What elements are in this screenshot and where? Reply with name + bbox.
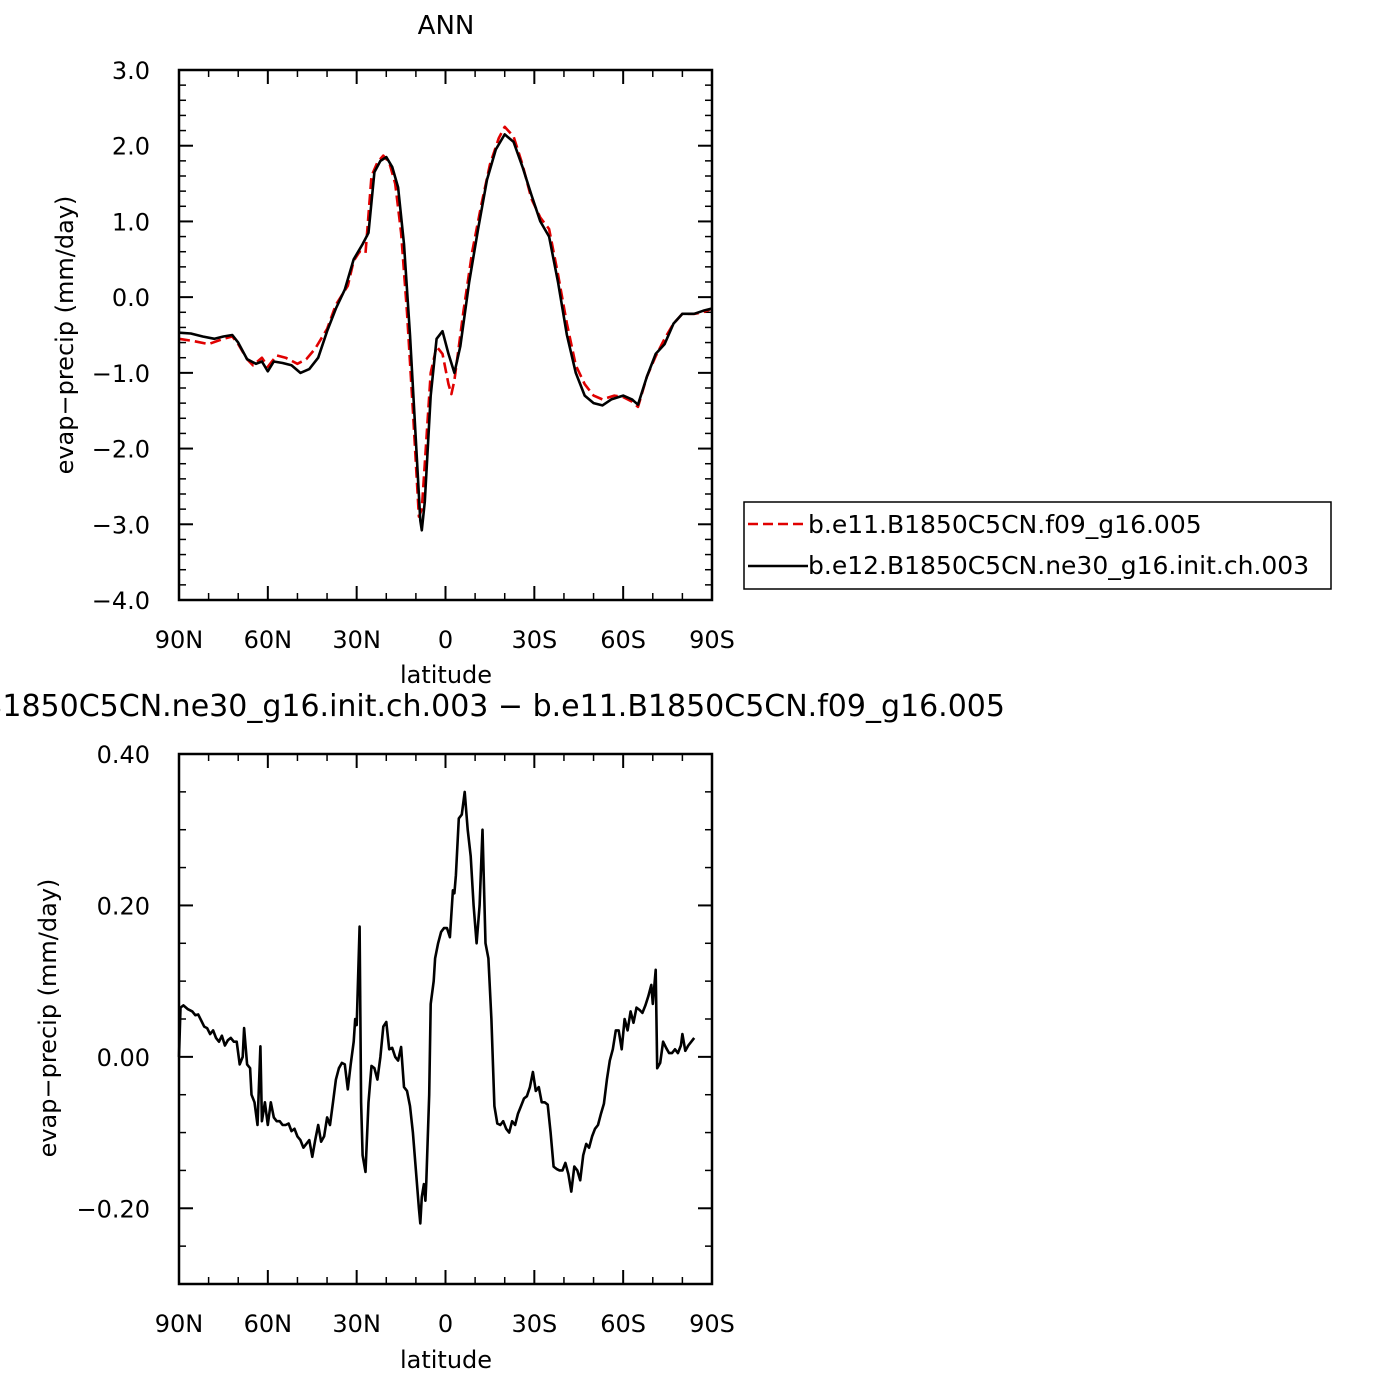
top-y-tick-label: 3.0 — [112, 57, 150, 85]
bottom-panel: b.e12.B1850C5CN.ne30_g16.init.ch.003 − b… — [0, 689, 1005, 1374]
bottom-x-axis-label: latitude — [400, 1346, 492, 1374]
bottom-y-tick-label: 0.00 — [97, 1044, 150, 1072]
bottom-plot-frame — [177, 752, 714, 1286]
bottom-y-tick-label: 0.20 — [97, 892, 150, 920]
bottom-y-tick-label: 0.40 — [97, 741, 150, 769]
top-x-tick-label: 0 — [438, 626, 453, 654]
top-x-tick-label: 30S — [511, 626, 557, 654]
top-y-tick-label: −2.0 — [92, 436, 150, 464]
top-y-tick-label: −3.0 — [92, 511, 150, 539]
bottom-x-tick-label: 90S — [689, 1310, 735, 1338]
legend-entry-1: b.e11.B1850C5CN.f09_g16.005 — [808, 510, 1202, 539]
legend-box — [743, 501, 1332, 590]
top-chart-title: ANN — [418, 11, 475, 41]
top-x-tick-label: 90S — [689, 626, 735, 654]
top-y-tick-label: 0.0 — [112, 284, 150, 312]
top-y-axis-label: evap−precip (mm/day) — [51, 196, 79, 475]
bottom-y-axis-label: evap−precip (mm/day) — [34, 879, 62, 1158]
bottom-x-tick-label: 30S — [511, 1310, 557, 1338]
bottom-x-tick-label: 0 — [438, 1310, 453, 1338]
top-x-tick-label: 30N — [332, 626, 381, 654]
top-y-tick-label: 2.0 — [112, 133, 150, 161]
bottom-chart-title: b.e12.B1850C5CN.ne30_g16.init.ch.003 − b… — [0, 689, 1005, 724]
top-y-tick-label: −4.0 — [92, 587, 150, 615]
bottom-y-tick-label: −0.20 — [76, 1195, 150, 1223]
top-plot-frame — [177, 68, 714, 602]
bottom-x-tick-label: 60S — [600, 1310, 646, 1338]
top-plot-area: 90N 60N 30N 0 30S 60S 90S 3.0 2.0 1.0 0.0 −1.0 −2.0 −… — [92, 57, 735, 654]
top-panel: ANN 90N 60N 30N 0 30S 60S 90S 3.0 2.0 1.0 0.0 −1.0 −… — [51, 11, 735, 689]
legend-entry-2: b.e12.B1850C5CN.ne30_g16.init.ch.003 — [808, 551, 1309, 580]
top-x-tick-label: 60S — [600, 626, 646, 654]
bottom-x-tick-label: 90N — [155, 1310, 204, 1338]
bottom-series-line-0 — [177, 790, 696, 1225]
bottom-x-tick-label: 60N — [244, 1310, 293, 1338]
bottom-x-tick-label: 30N — [332, 1310, 381, 1338]
bottom-plot-area: 90N 60N 30N 0 30S 60S 90S 0.40 0.20 0.00 −0.20 — [76, 741, 734, 1338]
top-series-line-0 — [178, 125, 713, 518]
top-x-tick-label: 60N — [244, 626, 293, 654]
top-y-tick-label: 1.0 — [112, 208, 150, 236]
legend: b.e11.B1850C5CN.f09_g16.005 b.e12.B1850C… — [743, 501, 1332, 590]
top-x-tick-label: 90N — [155, 626, 204, 654]
top-y-tick-label: −1.0 — [92, 360, 150, 388]
top-x-axis-label: latitude — [400, 661, 492, 689]
top-series-line-1 — [178, 133, 713, 532]
